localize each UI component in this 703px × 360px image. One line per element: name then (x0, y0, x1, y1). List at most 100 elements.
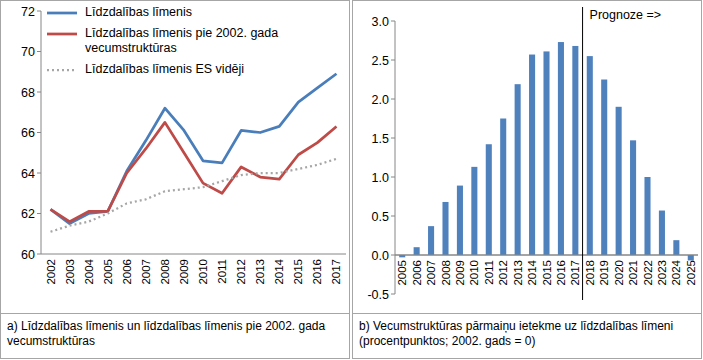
x-tick-label: 2019 (598, 260, 610, 286)
bar (414, 247, 420, 255)
y-tick (37, 51, 41, 52)
x-tick-label: 2007 (140, 259, 152, 285)
x-tick-label: 2015 (541, 260, 553, 286)
x-tick-label: 2022 (642, 260, 654, 286)
x-tick-label: 2020 (613, 260, 625, 286)
legend-swatch (45, 26, 79, 41)
legend: Līdzdalības līmenis Līdzdalības līmenis p… (45, 5, 297, 83)
x-tick-label: 2017 (330, 259, 342, 285)
x-axis-overlay (395, 255, 698, 256)
y-tick (37, 173, 41, 174)
legend-entry: Līdzdalības līmenis (45, 5, 297, 20)
x-tick-label: 2008 (440, 260, 452, 286)
bar (543, 51, 549, 255)
bar (515, 84, 521, 255)
y-tick (37, 213, 41, 214)
legend-entry: Līdzdalības līmenis ES vidēji (45, 62, 297, 77)
legend-line (47, 69, 77, 71)
bar (471, 167, 477, 255)
x-tick-label: 2009 (454, 260, 466, 286)
y-tick-label: 3.0 (372, 15, 389, 29)
legend-swatch (45, 62, 79, 77)
series-line (51, 122, 337, 221)
x-tick-label: 2018 (584, 260, 596, 286)
y-tick-label: 1.5 (372, 132, 389, 146)
x-tick-label: 2025 (685, 260, 697, 286)
y-tick-label: 60 (21, 248, 35, 262)
x-tick-label: 2013 (254, 259, 266, 285)
bar (673, 240, 679, 255)
legend-swatch (45, 5, 79, 20)
legend-label: Līdzdalības līmenis (85, 5, 297, 20)
x-tick-label: 2005 (396, 260, 408, 286)
marks (51, 74, 337, 232)
x-tick-label: 2008 (159, 259, 171, 285)
y-tick-label: 68 (21, 86, 35, 100)
y-tick (391, 294, 395, 295)
caption: a) Līdzdalības līmenis un līdzdalības lī… (1, 313, 349, 358)
x-tick-label: 2014 (526, 259, 538, 285)
y-tick (391, 60, 395, 61)
legend-entry: Līdzdalības līmenis pie 2002. gada vecum… (45, 26, 297, 56)
panel: -0.50.00.51.01.52.02.53.0200520062007200… (352, 0, 702, 359)
bar (486, 144, 492, 255)
bar (601, 80, 607, 256)
bar (616, 107, 622, 255)
legend-label: Līdzdalības līmenis ES vidēji (85, 62, 297, 77)
legend-line (47, 33, 77, 36)
annotation: Prognoze => (590, 8, 662, 22)
x-tick-label: 2017 (569, 260, 581, 286)
x-tick-label: 2016 (555, 260, 567, 286)
y-axis (395, 21, 396, 294)
y-tick (391, 99, 395, 100)
caption: b) Vecumstruktūras pārmaiņu ietekme uz l… (353, 313, 701, 358)
y-tick-label: 64 (21, 167, 35, 181)
bar (630, 140, 636, 255)
bar (688, 255, 694, 260)
bar (644, 177, 650, 255)
x-tick-label: 2011 (216, 259, 228, 284)
panel: 6062646668707220022003200420052006200720… (0, 0, 350, 359)
x-tick-label: 2009 (178, 259, 190, 285)
y-tick (37, 132, 41, 133)
forecast-line (582, 7, 583, 300)
marks (399, 42, 694, 260)
bar (529, 55, 535, 255)
x-tick-label: 2013 (512, 260, 524, 286)
y-tick (391, 216, 395, 217)
y-tick-label: -0.5 (367, 288, 389, 302)
x-tick-label: 2002 (45, 259, 57, 285)
y-tick-label: 70 (21, 45, 35, 59)
x-tick-label: 2016 (311, 259, 323, 285)
x-tick-label: 2011 (483, 260, 495, 285)
y-tick-label: 2.0 (372, 93, 389, 107)
x-axis (41, 254, 346, 255)
bar (457, 186, 463, 255)
y-tick-label: 62 (21, 207, 35, 221)
y-tick (391, 138, 395, 139)
y-tick (37, 254, 41, 255)
x-tick-label: 2010 (197, 259, 209, 285)
y-tick (391, 177, 395, 178)
x-tick-label: 2004 (83, 258, 95, 284)
legend-label: Līdzdalības līmenis pie 2002. gada vecum… (85, 26, 297, 56)
x-tick-label: 2007 (425, 260, 437, 286)
legend-line (47, 12, 77, 15)
x-tick-label: 2024 (670, 259, 682, 285)
bar (659, 211, 665, 255)
bar (428, 226, 434, 255)
y-tick-label: 0.5 (372, 210, 389, 224)
x-tick-label: 2005 (102, 259, 114, 285)
x-tick-label: 2010 (468, 260, 480, 286)
bar (500, 119, 506, 256)
x-axis (395, 255, 698, 256)
x-tick-label: 2023 (656, 260, 668, 286)
y-tick (37, 11, 41, 12)
y-tick (37, 92, 41, 93)
y-tick-label: 2.5 (372, 54, 389, 68)
y-tick-label: 66 (21, 126, 35, 140)
x-tick-label: 2015 (292, 259, 304, 285)
x-tick-label: 2006 (121, 259, 133, 285)
y-tick (391, 21, 395, 22)
x-tick-label: 2014 (273, 258, 285, 284)
